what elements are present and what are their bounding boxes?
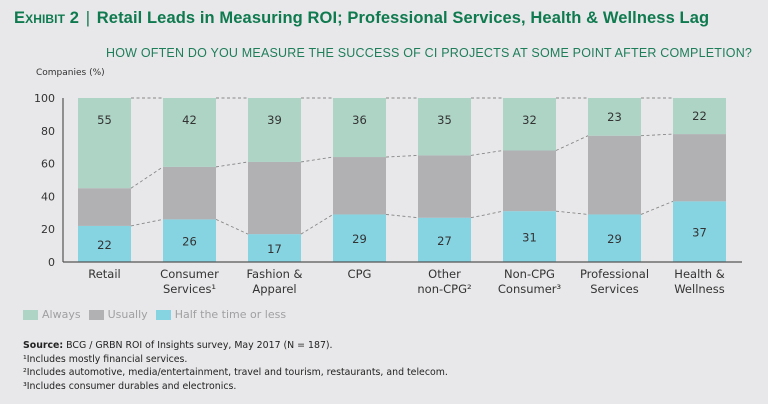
bar-segment-half-the-time-or-less [333, 214, 386, 262]
data-label: 39 [267, 113, 282, 127]
bar-segment-half-the-time-or-less [78, 225, 131, 262]
bar-segment-half-the-time-or-less [588, 214, 641, 262]
bar-segment-half-the-time-or-less [503, 211, 556, 262]
connector-line [470, 210, 504, 219]
bar-segment-always [163, 98, 216, 167]
connector-line [385, 213, 419, 219]
source-label: Source: [23, 340, 64, 351]
x-tick-label: Consumer [160, 267, 219, 281]
bar-segment-usually [588, 135, 641, 215]
data-label: 42 [182, 113, 197, 127]
x-tick-label: Professional [580, 267, 649, 281]
connector-line [130, 166, 164, 189]
connector-line [130, 218, 164, 227]
bar-segment-usually [673, 134, 726, 202]
legend-label-usually: Usually [107, 308, 148, 321]
x-tick-label: Consumer³ [498, 282, 562, 296]
bar-segment-half-the-time-or-less [418, 217, 471, 262]
x-tick-label: non-CPG² [417, 282, 471, 296]
footnote-2: ²Includes automotive, media/entertainmen… [23, 367, 448, 379]
data-label: 35 [437, 113, 452, 127]
connector-line [215, 218, 249, 235]
exhibit-title: Exhibit 2 | Retail Leads in Measuring RO… [14, 9, 709, 28]
data-label: 36 [352, 113, 367, 127]
legend-swatch-half [155, 309, 171, 320]
data-label: 29 [352, 232, 367, 246]
footnote-3: ³Includes consumer durables and electron… [23, 380, 237, 392]
x-tick-label: Health & [674, 267, 724, 281]
x-tick-label: Other [428, 267, 461, 281]
bar-segment-always [248, 98, 301, 162]
legend-label-half: Half the time or less [174, 308, 287, 321]
x-tick-label: Services¹ [163, 282, 216, 296]
data-label: 22 [97, 238, 112, 252]
y-axis-label: Companies (%) [36, 68, 105, 78]
x-tick-label: Services [590, 282, 639, 296]
connector-line [640, 200, 674, 215]
bar-segment-always [333, 98, 386, 158]
x-tick-label: Wellness [674, 282, 725, 296]
data-label: 23 [607, 110, 622, 124]
y-tick-label: 100 [34, 92, 55, 105]
data-label: 17 [267, 242, 282, 256]
connector-line [640, 133, 674, 137]
x-tick-label: CPG [348, 267, 372, 281]
source-text: BCG / GRBN ROI of Insights survey, May 2… [63, 340, 333, 351]
chart-subtitle: HOW OFTEN DO YOU MEASURE THE SUCCESS OF … [106, 46, 753, 60]
exhibit-number: Exhibit 2 [14, 9, 80, 27]
bar-segment-usually [418, 155, 471, 218]
source-note: Source: BCG / GRBN ROI of Insights surve… [23, 339, 448, 353]
bar-segment-usually [163, 166, 216, 220]
connector-line [300, 156, 334, 163]
y-tick-label: 60 [41, 158, 55, 171]
bar-segment-always [418, 98, 471, 156]
connector-line [555, 135, 589, 151]
x-tick-label: Retail [88, 267, 121, 281]
title-text: Retail Leads in Measuring ROI; Professio… [96, 9, 710, 27]
bar-segment-always [78, 98, 131, 189]
legend-item-usually: Usually [88, 308, 148, 321]
y-tick-label: 80 [41, 125, 55, 138]
bar-segment-usually [333, 157, 386, 215]
connector-line [215, 161, 249, 168]
bar-segment-half-the-time-or-less [673, 201, 726, 262]
legend-item-half: Half the time or less [155, 308, 287, 321]
bar-segment-always [588, 98, 641, 136]
legend-swatch-usually [88, 309, 104, 320]
bar-segment-half-the-time-or-less [248, 234, 301, 262]
bar-segment-usually [248, 161, 301, 235]
legend: Always Usually Half the time or less [23, 308, 286, 321]
connector-line [385, 154, 419, 158]
y-tick-label: 40 [41, 190, 55, 203]
data-label: 22 [692, 109, 707, 123]
y-tick-label: 0 [48, 256, 55, 269]
legend-item-always: Always [23, 308, 81, 321]
data-label: 37 [692, 226, 707, 240]
data-label: 29 [607, 232, 622, 246]
bar-segment-usually [503, 150, 556, 212]
legend-swatch-always [23, 309, 38, 320]
x-tick-label: Apparel [252, 282, 296, 296]
notes: Source: BCG / GRBN ROI of Insights surve… [23, 339, 448, 393]
data-label: 27 [437, 234, 452, 248]
connector-line [300, 214, 334, 235]
legend-label-always: Always [42, 308, 81, 321]
data-label: 26 [182, 235, 197, 249]
data-label: 31 [522, 231, 537, 245]
bar-segment-half-the-time-or-less [163, 219, 216, 262]
data-label: 32 [522, 113, 537, 127]
x-tick-label: Non-CPG [504, 267, 555, 281]
bar-segment-usually [78, 188, 131, 226]
x-tick-label: Fashion & [246, 267, 302, 281]
title-separator: | [85, 9, 91, 27]
bar-segment-always [503, 98, 556, 151]
footnote-1: ¹Includes mostly financial services. [23, 353, 188, 365]
y-tick-label: 20 [41, 223, 55, 236]
connector-line [470, 150, 504, 156]
bar-segment-always [673, 98, 726, 135]
connector-line [555, 210, 589, 215]
data-label: 55 [97, 113, 112, 127]
